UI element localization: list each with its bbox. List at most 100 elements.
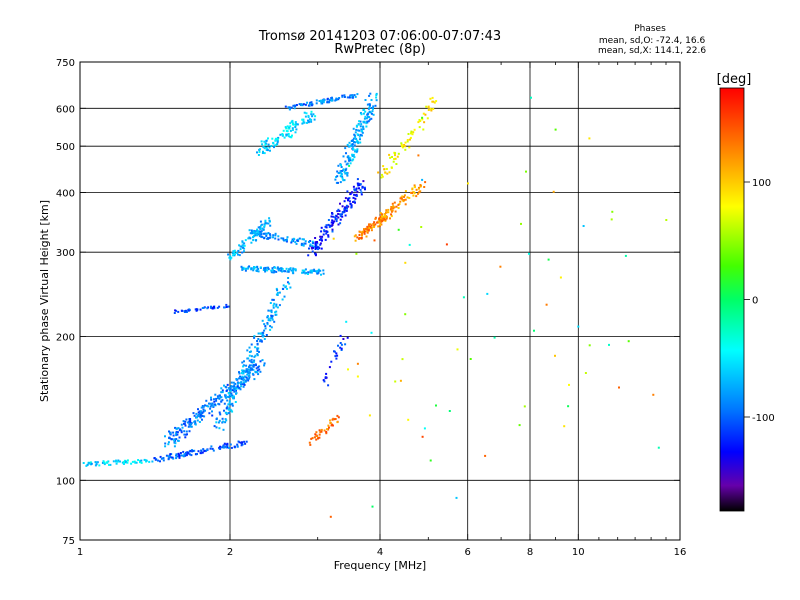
echo-point [90,462,93,465]
echo-point [381,175,384,178]
echo-point [267,222,270,225]
echo-point [135,461,138,464]
echo-point [391,202,394,205]
echo-point [302,243,305,246]
echo-point [254,363,257,366]
echo-point [137,459,140,461]
echo-point [278,304,281,307]
echo-point [353,156,356,159]
echo-point [287,281,289,284]
echo-point [275,293,278,296]
echo-point [401,146,404,149]
echo-point [267,143,270,146]
echo-point [373,239,376,242]
echo-point [106,461,108,464]
echo-point [249,232,252,235]
echo-point [319,242,322,245]
echo-point [652,393,655,396]
echo-point [349,192,352,195]
echo-point [185,418,188,421]
echo-point [284,105,287,108]
echo-point [547,258,550,261]
echo-point [270,145,273,147]
echo-point [187,309,190,312]
echo-point [245,370,248,373]
echo-point [193,449,196,452]
echo-point [294,123,297,126]
echo-point [294,124,297,127]
echo-point [264,219,267,222]
echo-point [108,463,110,466]
echo-point [339,334,342,337]
echo-point [238,386,241,389]
echo-point [220,400,223,403]
echo-point [245,376,248,379]
echo-point [301,118,304,121]
echo-point [244,239,247,242]
echo-point [247,357,250,360]
phases-title: Phases [634,24,666,34]
echo-point [258,150,261,153]
echo-point [190,425,193,428]
echo-point [215,426,218,429]
echo-point [350,191,353,194]
echo-point [215,417,218,420]
echo-point [236,445,239,448]
echo-point [263,140,266,143]
echo-point [228,400,231,403]
echo-point [269,234,272,237]
echo-point [254,234,257,237]
echo-point [394,380,397,383]
echo-point [255,239,257,242]
echo-point [263,224,266,227]
echo-point [331,212,334,215]
echo-point [284,126,287,129]
echo-point [315,438,318,441]
echo-point [339,342,342,344]
echo-point [233,390,236,393]
echo-point [318,238,321,241]
echo-point [361,234,363,237]
echo-point [390,209,393,211]
echo-point [353,193,356,196]
echo-point [254,231,257,234]
echo-point [390,215,393,218]
echo-point [368,414,371,417]
echo-point [370,224,373,227]
echo-point [242,244,245,247]
echo-point [356,148,359,151]
echo-point [271,316,274,319]
echo-point [265,334,268,336]
echo-point [243,378,246,381]
echo-point [263,267,265,270]
echo-point [202,448,205,451]
echo-point [413,192,416,195]
echo-point [392,160,395,163]
echo-point [610,218,613,221]
echo-point [310,246,313,249]
echo-point [379,215,382,218]
echo-point [352,158,355,161]
echo-point [372,106,374,109]
echo-point [300,242,303,245]
echo-point [221,391,224,394]
echo-point [180,309,183,312]
echo-point [424,181,427,184]
echo-point [314,248,317,250]
echo-point [371,505,374,508]
echo-point [354,149,357,152]
echo-point [270,326,273,329]
x-axis-label: Frequency [MHz] [334,559,426,572]
echo-point [383,216,386,219]
echo-point [109,463,112,466]
echo-point [287,277,290,279]
echo-point [383,218,386,221]
echo-point [228,407,231,410]
echo-point [432,100,435,103]
echo-point [326,230,329,233]
echo-point [270,271,273,274]
echo-point [336,210,339,213]
echo-point [243,383,246,386]
echo-point [317,246,320,249]
echo-point [176,455,179,458]
